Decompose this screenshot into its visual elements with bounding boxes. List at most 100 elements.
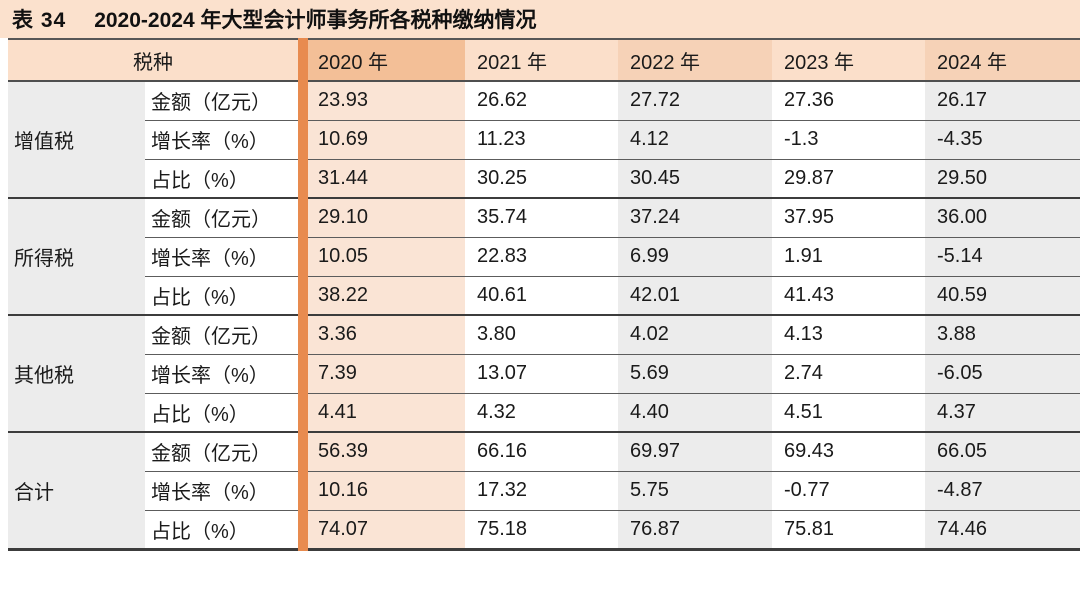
cell-value: 26.62 — [465, 81, 618, 120]
tax-payment-table: 税种 2020 年 2021 年 2022 年 2023 年 2024 年 增值… — [8, 38, 1080, 551]
cell-value: 5.69 — [618, 353, 772, 393]
header-year-2021: 2021 年 — [465, 39, 618, 82]
row-label: 占比（%） — [145, 158, 303, 198]
cell-value: 1.91 — [772, 236, 925, 276]
cell-value: 10.69 — [298, 119, 465, 159]
cell-value: 31.44 — [298, 158, 465, 198]
cell-value: 10.16 — [298, 470, 465, 510]
header-year-2022: 2022 年 — [618, 39, 772, 82]
cell-value: 6.99 — [618, 236, 772, 276]
cell-value: -4.87 — [925, 470, 1080, 510]
category-total: 合计 — [8, 431, 145, 549]
cell-value: 4.02 — [618, 314, 772, 354]
cell-value: 4.32 — [465, 392, 618, 432]
row-label: 金额（亿元） — [145, 314, 303, 354]
cell-value: 66.16 — [465, 431, 618, 471]
table-row: 所得税 金额（亿元） 29.10 35.74 37.24 37.95 36.00 — [8, 197, 1080, 315]
header-tax-type: 税种 — [8, 39, 303, 82]
cell-value: 11.23 — [465, 119, 618, 159]
cell-value: 40.61 — [465, 275, 618, 315]
cell-value: 4.51 — [772, 392, 925, 432]
cell-value: 75.18 — [465, 509, 618, 549]
table-row: 增长率（%） 10.16 17.32 5.75 -0.77 -4.87 — [8, 470, 1080, 510]
row-label: 增长率（%） — [145, 470, 303, 510]
cell-value: 3.36 — [298, 314, 465, 354]
cell-value: 7.39 — [298, 353, 465, 393]
cell-value: 13.07 — [465, 353, 618, 393]
table-row: 增长率（%） 7.39 13.07 5.69 2.74 -6.05 — [8, 353, 1080, 393]
cell-value: 69.43 — [772, 431, 925, 471]
cell-value: 75.81 — [772, 509, 925, 549]
cell-value: 17.32 — [465, 470, 618, 510]
cell-value: 38.22 — [298, 275, 465, 315]
row-label: 金额（亿元） — [145, 197, 303, 237]
table-row: 其他税 金额（亿元） 3.36 3.80 4.02 4.13 3.88 — [8, 314, 1080, 432]
row-label: 占比（%） — [145, 392, 303, 432]
cell-value: 4.37 — [925, 392, 1080, 432]
header-year-2023: 2023 年 — [772, 39, 925, 82]
table-row: 增长率（%） 10.69 11.23 4.12 -1.3 -4.35 — [8, 119, 1080, 159]
cell-value: 29.10 — [298, 197, 465, 237]
cell-value: 3.80 — [465, 314, 618, 354]
row-label: 增长率（%） — [145, 353, 303, 393]
cell-value: 37.95 — [772, 197, 925, 237]
cell-value: -0.77 — [772, 470, 925, 510]
table-number: 表 34 — [12, 9, 67, 32]
cell-value: 29.50 — [925, 158, 1080, 198]
category-other-tax: 其他税 — [8, 314, 145, 432]
table-title: 2020-2024 年大型会计师事务所各税种缴纳情况 — [94, 9, 537, 32]
cell-value: 36.00 — [925, 197, 1080, 237]
row-label: 占比（%） — [145, 509, 303, 549]
cell-value: 41.43 — [772, 275, 925, 315]
cell-value: -6.05 — [925, 353, 1080, 393]
category-vat: 增值税 — [8, 81, 145, 198]
cell-value: 30.25 — [465, 158, 618, 198]
cell-value: 42.01 — [618, 275, 772, 315]
header-year-2020: 2020 年 — [298, 39, 465, 82]
cell-value: 66.05 — [925, 431, 1080, 471]
cell-value: 35.74 — [465, 197, 618, 237]
cell-value: 4.41 — [298, 392, 465, 432]
cell-value: 2.74 — [772, 353, 925, 393]
table-row: 占比（%） 4.41 4.32 4.40 4.51 4.37 — [8, 392, 1080, 432]
row-label: 增长率（%） — [145, 119, 303, 159]
cell-value: 29.87 — [772, 158, 925, 198]
cell-value: 3.88 — [925, 314, 1080, 354]
table-row: 增值税 金额（亿元） 23.93 26.62 27.72 27.36 26.17 — [8, 81, 1080, 198]
cell-value: 56.39 — [298, 431, 465, 471]
cell-value: 4.40 — [618, 392, 772, 432]
table-caption: 表 34 2020-2024 年大型会计师事务所各税种缴纳情况 — [0, 0, 1080, 38]
header-row: 税种 2020 年 2021 年 2022 年 2023 年 2024 年 — [8, 39, 1080, 82]
row-label: 占比（%） — [145, 275, 303, 315]
row-label: 金额（亿元） — [145, 81, 303, 120]
cell-value: 74.07 — [298, 509, 465, 549]
cell-value: -5.14 — [925, 236, 1080, 276]
cell-value: 40.59 — [925, 275, 1080, 315]
cell-value: 22.83 — [465, 236, 618, 276]
cell-value: 4.12 — [618, 119, 772, 159]
cell-value: -4.35 — [925, 119, 1080, 159]
cell-value: 30.45 — [618, 158, 772, 198]
category-income-tax: 所得税 — [8, 197, 145, 315]
cell-value: 74.46 — [925, 509, 1080, 549]
row-label: 增长率（%） — [145, 236, 303, 276]
cell-value: 27.36 — [772, 81, 925, 120]
table-row: 合计 金额（亿元） 56.39 66.16 69.97 69.43 66.05 — [8, 431, 1080, 549]
cell-value: 5.75 — [618, 470, 772, 510]
cell-value: 10.05 — [298, 236, 465, 276]
cell-value: 23.93 — [298, 81, 465, 120]
table-row: 占比（%） 31.44 30.25 30.45 29.87 29.50 — [8, 158, 1080, 198]
header-year-2024: 2024 年 — [925, 39, 1080, 82]
table-row: 占比（%） 74.07 75.18 76.87 75.81 74.46 — [8, 509, 1080, 549]
cell-value: 76.87 — [618, 509, 772, 549]
cell-value: 27.72 — [618, 81, 772, 120]
table-row: 占比（%） 38.22 40.61 42.01 41.43 40.59 — [8, 275, 1080, 315]
cell-value: 37.24 — [618, 197, 772, 237]
cell-value: -1.3 — [772, 119, 925, 159]
row-label: 金额（亿元） — [145, 431, 303, 471]
cell-value: 26.17 — [925, 81, 1080, 120]
table-row: 增长率（%） 10.05 22.83 6.99 1.91 -5.14 — [8, 236, 1080, 276]
cell-value: 69.97 — [618, 431, 772, 471]
cell-value: 4.13 — [772, 314, 925, 354]
